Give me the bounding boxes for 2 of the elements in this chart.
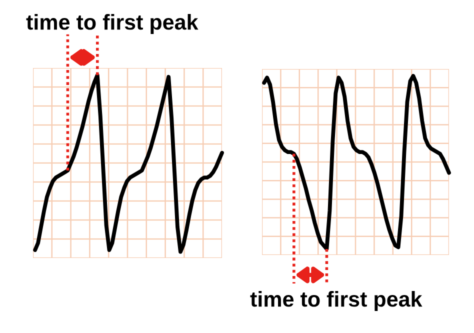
text: time to first peak — [26, 14, 198, 34]
text: time to first peak — [250, 290, 422, 312]
